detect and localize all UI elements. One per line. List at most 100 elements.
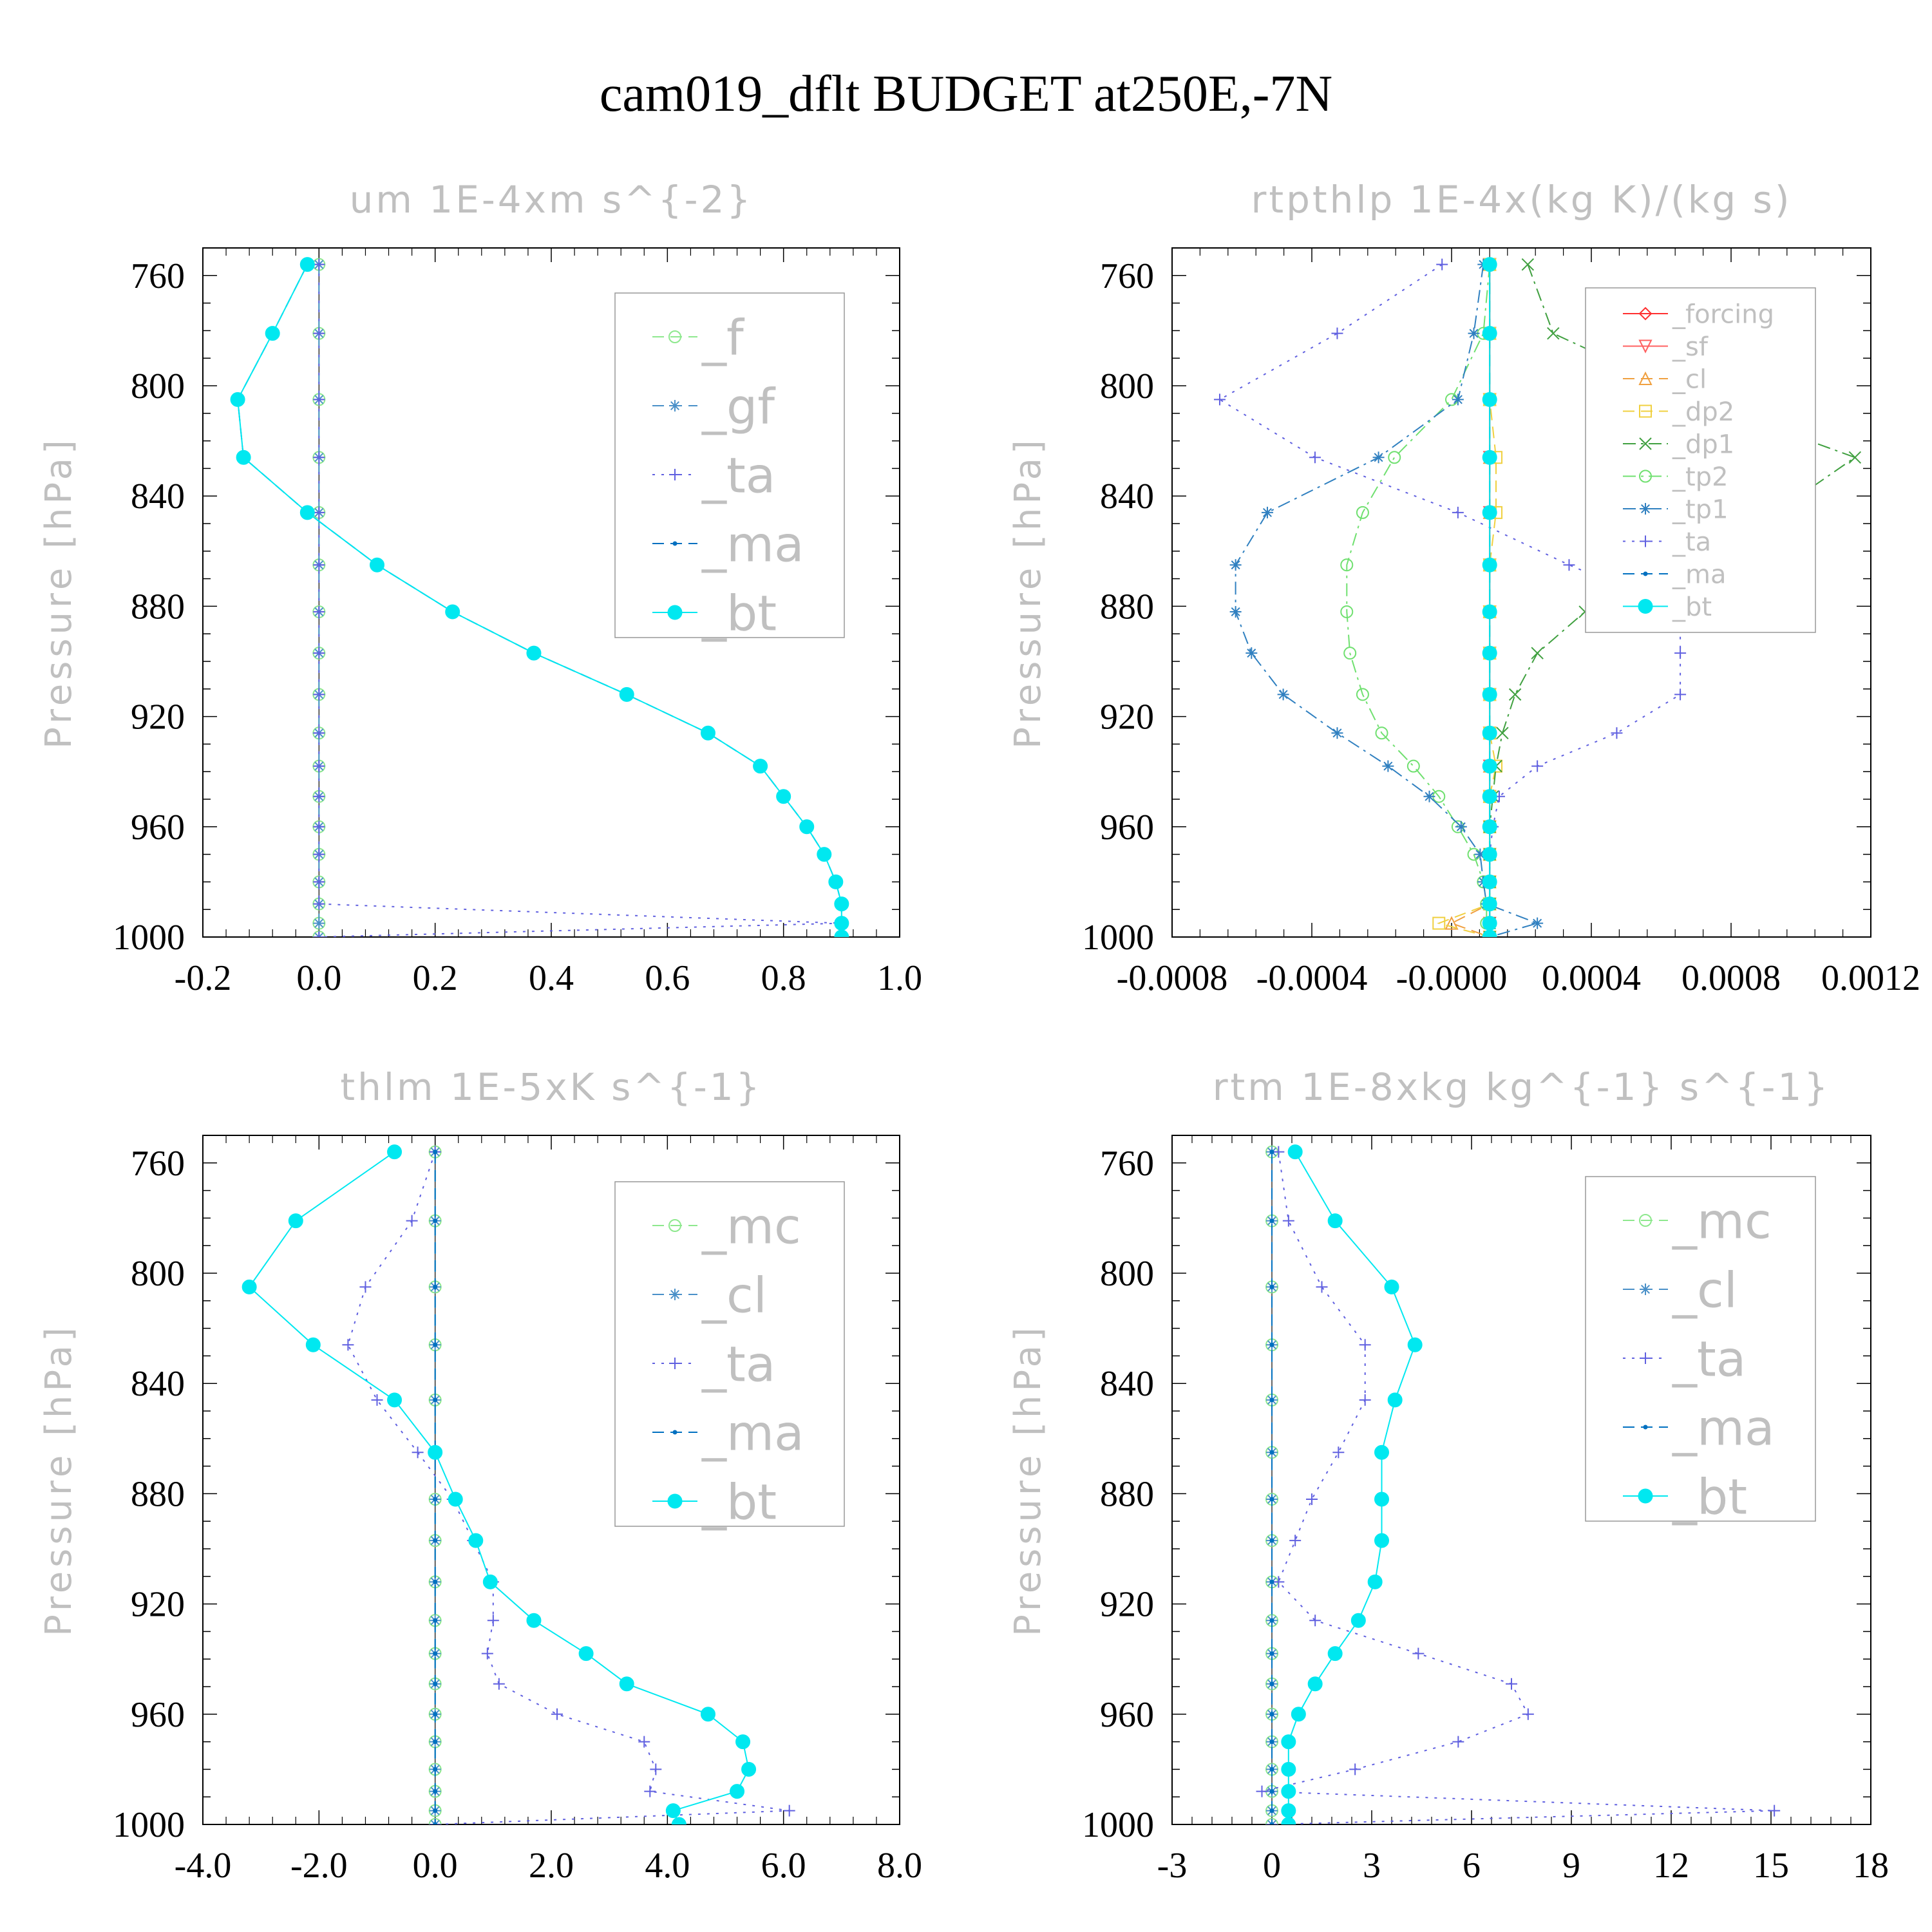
x-tick-label: 0.0	[296, 958, 341, 998]
data-point	[1674, 647, 1687, 659]
legend-label: _dp1	[1672, 430, 1734, 459]
data-point	[242, 1279, 257, 1294]
data-point	[1375, 726, 1388, 740]
data-point	[1229, 605, 1242, 618]
data-point	[1455, 820, 1467, 833]
legend-label: _forcing	[1672, 299, 1774, 329]
data-point	[1423, 790, 1435, 802]
data-point	[1384, 1279, 1399, 1294]
legend-entry: _f	[652, 308, 745, 366]
legend-marker	[669, 1358, 681, 1369]
legend-label: _ma	[701, 1404, 804, 1461]
data-point	[1412, 1647, 1425, 1660]
data-point	[313, 790, 325, 802]
data-point	[671, 1817, 687, 1824]
data-point	[1482, 916, 1497, 931]
data-point	[1444, 916, 1459, 930]
data-point	[412, 1446, 424, 1459]
legend-label: _cl	[1672, 1261, 1738, 1318]
data-point	[1482, 847, 1497, 862]
data-point	[1289, 1535, 1302, 1547]
legend: _mc _cl _ta _ma _bt	[1585, 1176, 1816, 1525]
data-point	[638, 1736, 650, 1748]
legend-marker	[1640, 1283, 1651, 1295]
legend-label: _bt	[701, 584, 777, 641]
legend-marker	[1640, 503, 1651, 515]
data-point	[1482, 687, 1497, 702]
data-point	[313, 559, 325, 571]
legend-label: _bt	[701, 1473, 777, 1530]
data-point	[1407, 1337, 1423, 1352]
legend-entry: _gf	[652, 377, 776, 435]
data-point	[753, 759, 768, 774]
data-point	[1269, 1538, 1274, 1543]
data-point	[1269, 1284, 1274, 1289]
legend-entry: _ma	[652, 515, 804, 573]
data-point	[1356, 688, 1369, 701]
plot-area	[230, 257, 849, 937]
series-line	[1262, 1151, 1775, 1824]
data-point	[799, 819, 815, 835]
legend-label: _dp2	[1672, 397, 1734, 427]
data-point	[265, 326, 280, 341]
y-tick-label: 880	[131, 587, 185, 627]
x-tick-label: 1.0	[877, 958, 922, 998]
legend-marker	[669, 469, 681, 480]
data-point	[1367, 1574, 1383, 1589]
data-point	[387, 1144, 402, 1160]
legend-marker	[1640, 535, 1651, 547]
data-point	[1611, 727, 1623, 739]
legend-label: _cl	[1672, 365, 1707, 394]
legend-marker	[1639, 437, 1652, 450]
data-point	[1482, 725, 1497, 741]
plot-area	[1213, 257, 1862, 937]
x-tick-label: 9	[1562, 1846, 1580, 1886]
data-point	[834, 896, 849, 912]
data-point	[433, 1618, 438, 1623]
data-point	[1269, 1497, 1274, 1502]
data-point	[1436, 258, 1448, 270]
data-point	[482, 1574, 498, 1589]
legend-label: _ma	[701, 515, 804, 573]
data-point	[433, 1497, 438, 1502]
legend-marker	[669, 400, 681, 412]
series-tp2	[1340, 258, 1497, 937]
data-point	[1349, 1763, 1361, 1776]
data-point	[1432, 916, 1446, 930]
data-point	[433, 1712, 438, 1717]
data-point	[1281, 1734, 1296, 1750]
data-point	[433, 1651, 438, 1656]
legend: _f _gf _ta _ma _bt	[614, 292, 845, 641]
data-point	[1269, 1822, 1274, 1824]
data-point	[1482, 789, 1497, 804]
figure-title: cam019_dflt BUDGET at250E,-7N	[600, 66, 1332, 122]
data-point	[313, 760, 325, 772]
y-tick-label: 960	[131, 808, 185, 848]
y-axis-label: Pressure [hPa]	[1007, 436, 1049, 749]
data-point	[834, 929, 849, 937]
x-tick-label: 0.0	[413, 1846, 458, 1886]
data-point	[313, 848, 325, 860]
data-point	[783, 1804, 795, 1817]
legend-marker	[667, 1493, 683, 1509]
data-point	[1281, 1817, 1296, 1824]
panel-1: um 1E-4xm s^{-2} Pressure [hPa] 760 800 840 8…	[38, 178, 922, 998]
data-point	[1452, 393, 1464, 406]
y-tick-label: 800	[1100, 1254, 1154, 1294]
x-tick-label: 0.0008	[1681, 958, 1781, 998]
panel-title: thlm 1E-5xK s^{-1}	[340, 1065, 762, 1109]
legend-entry: _cl	[1623, 1261, 1738, 1318]
legend-marker	[1639, 1214, 1652, 1227]
data-point	[1306, 1493, 1318, 1505]
data-point	[1340, 605, 1354, 618]
data-point	[1331, 727, 1343, 739]
data-point	[644, 1785, 656, 1797]
data-point	[230, 392, 245, 407]
series-ta	[313, 258, 848, 937]
data-point	[433, 1218, 438, 1224]
data-point	[526, 1613, 542, 1628]
legend-marker	[668, 1219, 681, 1232]
legend-marker	[668, 330, 681, 343]
legend-label: _ta	[1672, 527, 1711, 557]
